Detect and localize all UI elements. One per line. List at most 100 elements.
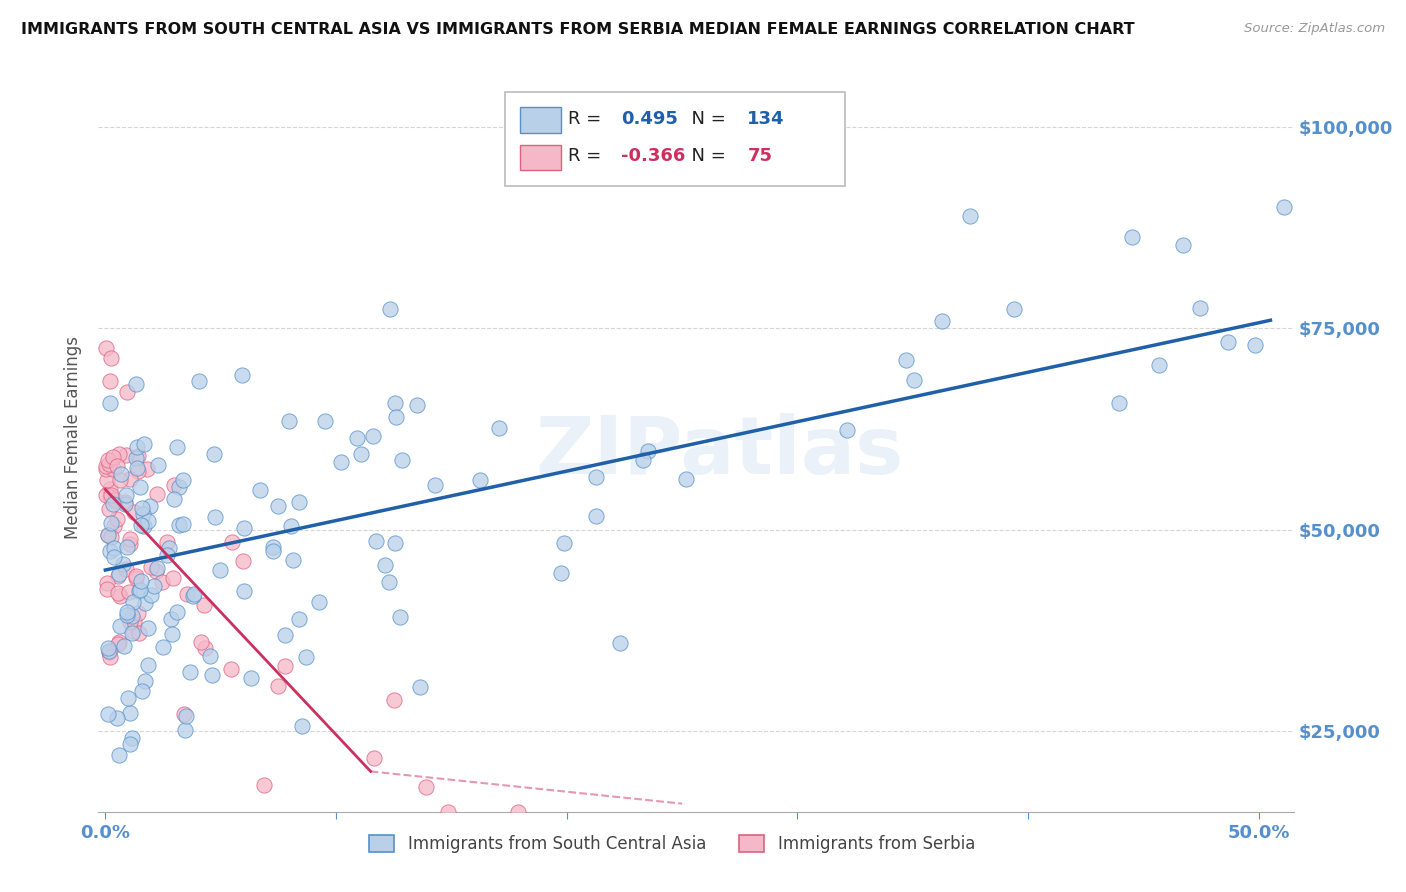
Point: [127, 465, 149, 479]
Point: [1216, 335, 1239, 350]
Point: [143, 579, 166, 593]
Point: [120, 706, 142, 720]
Point: [637, 444, 659, 458]
Point: [163, 478, 186, 492]
Point: [174, 723, 197, 737]
Point: [329, 455, 352, 469]
Point: [488, 421, 510, 435]
Point: [118, 537, 141, 551]
Point: [233, 521, 256, 535]
Legend: Immigrants from South Central Asia, Immigrants from Serbia: Immigrants from South Central Asia, Immi…: [363, 828, 981, 860]
Point: [122, 624, 145, 638]
Point: [103, 450, 125, 464]
Point: [96, 576, 118, 591]
Point: [176, 587, 198, 601]
Point: [150, 574, 173, 589]
Point: [129, 582, 152, 597]
Point: [221, 662, 243, 676]
Point: [124, 614, 146, 628]
Point: [141, 588, 163, 602]
Point: [107, 586, 129, 600]
Point: [1121, 229, 1143, 244]
Text: R =: R =: [568, 147, 607, 165]
Point: [148, 458, 170, 473]
Point: [114, 497, 136, 511]
Point: [108, 473, 131, 487]
Point: [145, 565, 167, 579]
Point: [100, 516, 122, 530]
Point: [136, 514, 159, 528]
Point: [295, 649, 318, 664]
Point: [160, 627, 183, 641]
Point: [183, 587, 205, 601]
Point: [117, 384, 139, 399]
Point: [391, 453, 413, 467]
Point: [129, 518, 152, 533]
Point: [173, 706, 195, 721]
Point: [1244, 338, 1267, 352]
Point: [97, 453, 120, 467]
Point: [139, 499, 162, 513]
Point: [167, 480, 190, 494]
Point: [97, 457, 120, 471]
Point: [108, 589, 131, 603]
Point: [100, 351, 122, 365]
Point: [98, 644, 121, 658]
FancyBboxPatch shape: [520, 145, 561, 170]
Point: [179, 665, 201, 680]
Point: [287, 612, 309, 626]
Point: [188, 374, 211, 388]
Point: [120, 615, 142, 630]
Point: [96, 462, 118, 476]
Point: [112, 557, 135, 571]
Point: [127, 606, 149, 620]
Point: [363, 750, 385, 764]
Point: [121, 608, 143, 623]
Text: 134: 134: [748, 110, 785, 128]
Point: [97, 707, 120, 722]
Point: [105, 458, 128, 473]
Point: [96, 474, 118, 488]
Point: [103, 549, 125, 564]
Point: [388, 610, 411, 624]
Point: [107, 637, 129, 651]
Point: [470, 473, 492, 487]
Point: [107, 748, 129, 763]
Point: [249, 483, 271, 497]
Text: 0.495: 0.495: [620, 110, 678, 128]
Point: [409, 680, 432, 694]
Point: [231, 368, 253, 382]
Point: [835, 423, 858, 437]
Point: [209, 563, 232, 577]
Text: N =: N =: [681, 110, 733, 128]
Point: [675, 472, 697, 486]
Point: [107, 446, 129, 460]
Point: [308, 595, 330, 609]
Point: [1002, 302, 1025, 317]
Point: [114, 448, 136, 462]
Point: [115, 561, 138, 575]
Point: [107, 569, 129, 583]
Point: [200, 648, 222, 663]
Point: [104, 493, 127, 508]
FancyBboxPatch shape: [505, 93, 845, 186]
Point: [361, 429, 384, 443]
Text: 75: 75: [748, 147, 772, 165]
Point: [125, 571, 148, 585]
Point: [1272, 200, 1295, 214]
Point: [240, 671, 263, 685]
Point: [96, 488, 118, 502]
Point: [112, 639, 135, 653]
Point: [262, 543, 284, 558]
Point: [232, 554, 254, 568]
Point: [1147, 359, 1170, 373]
Point: [128, 625, 150, 640]
Point: [200, 668, 222, 682]
Point: [98, 482, 121, 496]
Point: [131, 684, 153, 698]
Point: [127, 461, 149, 475]
Point: [181, 589, 204, 603]
Point: [278, 413, 301, 427]
Point: [125, 450, 148, 465]
Point: [121, 626, 143, 640]
